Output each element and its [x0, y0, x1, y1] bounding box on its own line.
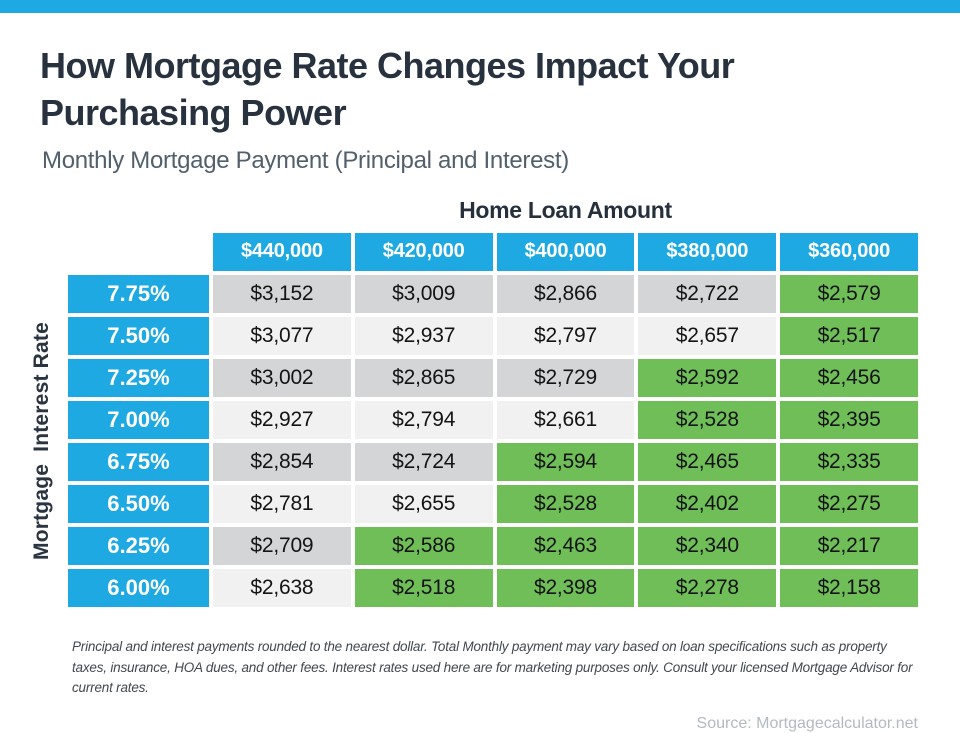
- payment-cell: $2,797: [496, 316, 635, 355]
- page-title: How Mortgage Rate Changes Impact Your Pu…: [40, 45, 735, 133]
- payment-table: $440,000 $420,000 $400,000 $380,000 $360,000…: [68, 232, 918, 607]
- payment-cell: $2,158: [780, 568, 918, 607]
- payment-cell: $2,722: [638, 274, 777, 313]
- payment-cell: $2,398: [496, 568, 635, 607]
- top-accent-bar: [0, 0, 960, 13]
- payment-cell: $3,152: [213, 274, 351, 313]
- payment-cell: $2,729: [496, 358, 635, 397]
- payment-cell: $2,335: [780, 442, 918, 481]
- loan-amount-header-cell: $420,000: [354, 232, 493, 271]
- payment-cell: $2,794: [354, 400, 493, 439]
- interest-rate-cell: 7.25%: [68, 358, 209, 397]
- payment-cell: $2,927: [213, 400, 351, 439]
- disclaimer-text: Principal and interest payments rounded …: [72, 638, 913, 696]
- payment-cell: $2,528: [496, 484, 635, 523]
- payment-cell: $2,579: [780, 274, 918, 313]
- payment-cell: $2,402: [638, 484, 777, 523]
- payment-cell: $2,781: [213, 484, 351, 523]
- payment-cell: $2,395: [780, 400, 918, 439]
- payment-table-section: Home Loan Amount $440,000 $420,000 $400,00…: [0, 197, 960, 607]
- column-axis-title: Home Loan Amount: [459, 196, 672, 223]
- payment-cell: $2,866: [496, 274, 635, 313]
- payment-cell: $2,661: [496, 400, 635, 439]
- payment-cell: $2,655: [354, 484, 493, 523]
- interest-rate-cell: 6.00%: [68, 568, 209, 607]
- payment-cell: $2,865: [354, 358, 493, 397]
- loan-amount-header-cell: $360,000: [780, 232, 918, 271]
- payment-cell: $2,937: [354, 316, 493, 355]
- payment-cell: $2,657: [638, 316, 777, 355]
- page-subtitle: Monthly Mortgage Payment (Principal and …: [42, 146, 569, 174]
- interest-rate-cell: 6.75%: [68, 442, 209, 481]
- source-credit: Source: Mortgagecalculator.net: [696, 715, 918, 733]
- interest-rate-cell: 7.50%: [68, 316, 209, 355]
- payment-cell: $2,517: [780, 316, 918, 355]
- payment-cell: $2,528: [638, 400, 777, 439]
- payment-cell: $3,009: [354, 274, 493, 313]
- table-corner-spacer: [68, 233, 209, 271]
- payment-cell: $2,278: [638, 568, 777, 607]
- row-axis-title: Mortgage Interest Rate: [30, 321, 53, 560]
- payment-cell: $2,638: [213, 568, 351, 607]
- payment-cell: $2,275: [780, 484, 918, 523]
- interest-rate-cell: 6.50%: [68, 484, 209, 523]
- payment-cell: $2,709: [213, 526, 351, 565]
- loan-amount-header-cell: $380,000: [638, 232, 777, 271]
- payment-cell: $2,463: [496, 526, 635, 565]
- payment-cell: $2,456: [780, 358, 918, 397]
- interest-rate-cell: 6.25%: [68, 526, 209, 565]
- interest-rate-cell: 7.75%: [68, 274, 209, 313]
- payment-cell: $2,854: [213, 442, 351, 481]
- payment-cell: $2,586: [354, 526, 493, 565]
- interest-rate-cell: 7.00%: [68, 400, 209, 439]
- payment-cell: $2,465: [638, 442, 777, 481]
- payment-cell: $2,217: [780, 526, 918, 565]
- payment-cell: $2,340: [638, 526, 777, 565]
- payment-cell: $2,592: [638, 358, 777, 397]
- payment-cell: $3,002: [213, 358, 351, 397]
- payment-cell: $2,518: [354, 568, 493, 607]
- payment-cell: $3,077: [213, 316, 351, 355]
- payment-cell: $2,594: [496, 442, 635, 481]
- payment-cell: $2,724: [354, 442, 493, 481]
- loan-amount-header-cell: $400,000: [496, 232, 635, 271]
- loan-amount-header-cell: $440,000: [213, 232, 351, 271]
